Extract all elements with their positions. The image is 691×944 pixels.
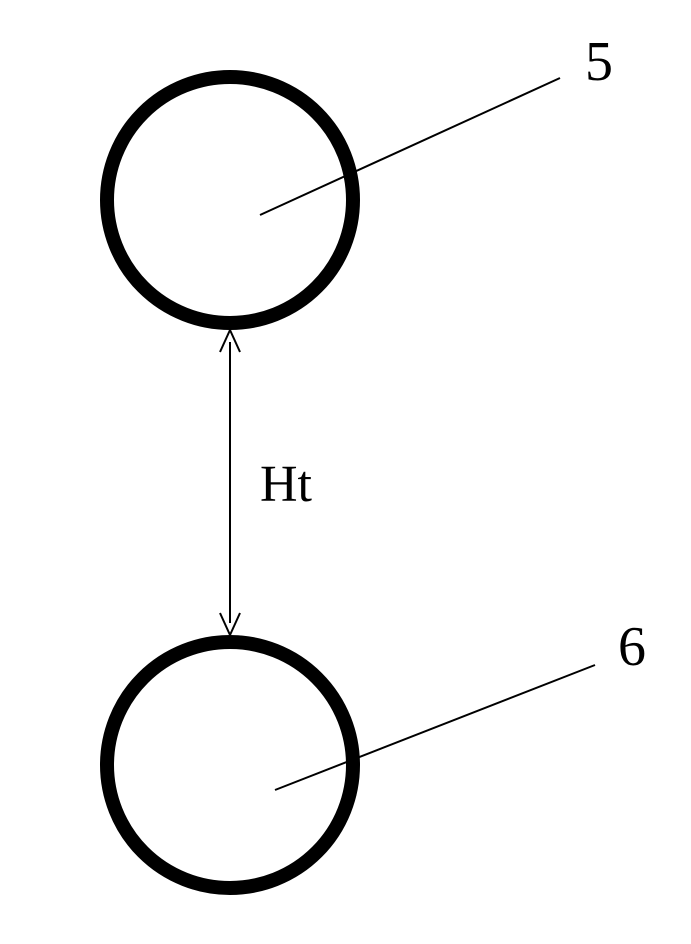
dimension-label: Ht bbox=[260, 455, 312, 514]
callout-6-text: 6 bbox=[618, 616, 646, 678]
dimension-arrow-top-right bbox=[230, 330, 240, 352]
diagram-container: 5 6 Ht bbox=[0, 0, 691, 939]
dimension-arrow-bottom-right bbox=[230, 613, 240, 635]
dimension-arrow-bottom-left bbox=[220, 613, 230, 635]
diagram-svg bbox=[0, 0, 691, 939]
callout-5-text: 5 bbox=[585, 31, 613, 93]
callout-label-5: 5 bbox=[585, 30, 613, 94]
dimension-arrow-top-left bbox=[220, 330, 230, 352]
callout-label-6: 6 bbox=[618, 615, 646, 679]
circle-bottom bbox=[107, 642, 353, 888]
circle-top bbox=[107, 77, 353, 323]
dimension-text: Ht bbox=[260, 456, 312, 513]
